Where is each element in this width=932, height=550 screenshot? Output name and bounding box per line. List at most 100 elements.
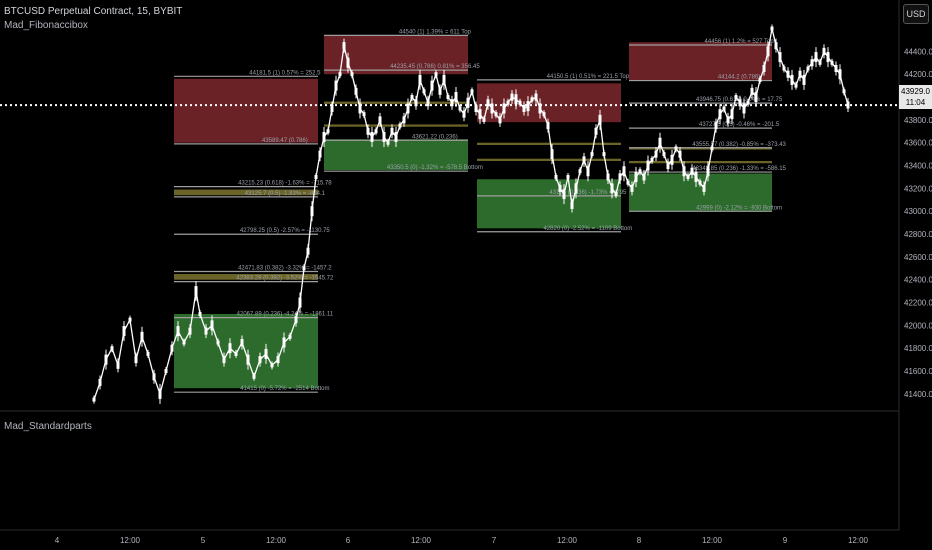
candle-body <box>818 60 822 65</box>
fib-mid-band <box>477 142 621 145</box>
y-tick-label: 42200.0 <box>904 299 932 308</box>
candle-body <box>610 183 614 194</box>
candle-body <box>330 104 334 112</box>
candle-body <box>490 103 494 114</box>
fib-mid-band <box>174 274 318 280</box>
candle-body <box>678 150 682 158</box>
last-price-value: 43929.0 <box>901 87 930 96</box>
candle-body <box>714 122 718 130</box>
candle-body <box>846 101 850 109</box>
fib-level-label: 43727.5 (0.5) -0.46% = -201.5 <box>699 122 780 128</box>
candle-body <box>434 72 438 77</box>
fib-level-label: 42999 (0) -2.12% = -930 Bottom <box>696 205 782 211</box>
candle-body <box>626 180 630 185</box>
fib-mid-band <box>174 189 318 196</box>
candle-body <box>228 343 232 354</box>
fib-mid-band <box>324 124 468 127</box>
candle-body <box>282 337 286 348</box>
fib-level-label: 42820 (0) -2.52% = -1109 Bottom <box>543 226 632 232</box>
candle-body <box>630 184 634 192</box>
x-tick-label: 12:00 <box>848 536 869 545</box>
candle-body <box>366 127 370 135</box>
candle-body <box>694 171 698 182</box>
candle-body <box>758 77 762 82</box>
candle-body <box>806 66 810 71</box>
fib-level-label: 43621.22 (0.236) <box>412 134 458 140</box>
y-tick-label: 43800.0 <box>904 116 932 125</box>
candle-body <box>450 99 454 107</box>
candle-body <box>614 192 618 197</box>
candle-body <box>152 373 156 381</box>
candle-body <box>140 331 144 342</box>
candle-body <box>418 74 422 85</box>
candle-body <box>634 171 638 182</box>
candle-body <box>314 174 318 179</box>
y-tick-label: 43200.0 <box>904 184 932 193</box>
candle-body <box>240 339 244 346</box>
fib-level-label: 44144.2 (0.786) <box>718 75 760 81</box>
candle-body <box>116 361 120 369</box>
candle-body <box>654 150 658 158</box>
candle-body <box>538 103 542 114</box>
candle-body <box>810 59 814 67</box>
candle-body <box>666 162 670 170</box>
candle-body <box>646 160 650 171</box>
candle-body <box>842 89 846 94</box>
candle-body <box>358 103 362 114</box>
y-tick-label: 42400.0 <box>904 276 932 285</box>
candle-body <box>834 65 838 72</box>
candle-body <box>706 166 710 177</box>
candle-body <box>338 72 342 77</box>
candle-body <box>838 69 842 80</box>
candle-body <box>594 127 598 135</box>
candle-body <box>502 103 506 114</box>
candle-body <box>662 152 666 157</box>
x-tick-label: 12:00 <box>266 536 287 545</box>
y-tick-label: 42600.0 <box>904 253 932 262</box>
candle-body <box>506 100 510 105</box>
candle-body <box>498 116 502 124</box>
x-tick-label: 4 <box>55 536 60 545</box>
candle-body <box>790 74 794 85</box>
candle-body <box>598 114 602 125</box>
fib-level-label: 43350.5 (0) -1.32% = -578.5 Bottom <box>387 165 483 171</box>
candle-body <box>98 378 102 386</box>
symbol-title[interactable]: BTCUSD Perpetual Contract, 15, BYBIT <box>4 6 183 17</box>
candle-body <box>342 42 346 50</box>
candle-body <box>122 326 126 337</box>
candle-body <box>562 189 566 200</box>
indicator-label[interactable]: Mad_Fibonaccibox <box>4 20 88 31</box>
y-tick-label: 41400.0 <box>904 390 932 399</box>
fib-mid-band <box>629 160 772 164</box>
candle-body <box>766 46 770 57</box>
candle-body <box>722 106 726 111</box>
candle-body <box>204 327 208 335</box>
candle-body <box>346 57 350 68</box>
candle-body <box>658 137 662 148</box>
fib-level-label: 43555.57 (0.382) -0.85% = -373.43 <box>692 142 786 148</box>
candle-body <box>486 99 490 107</box>
candle-body <box>782 66 786 71</box>
candle-body <box>410 95 414 100</box>
candle-body <box>482 117 486 122</box>
candle-body <box>128 317 132 322</box>
candle-body <box>814 52 818 63</box>
lower-indicator-label[interactable]: Mad_Standardparts <box>4 421 92 432</box>
currency-button[interactable]: USD <box>903 4 929 24</box>
candle-body <box>354 87 358 95</box>
candle-body <box>754 92 758 103</box>
candle-body <box>326 129 330 134</box>
y-tick-label: 41600.0 <box>904 367 932 376</box>
candle-body <box>550 149 554 160</box>
fib-level-label: 44150.5 (1) 0.51% = 221.5 Top <box>547 74 630 80</box>
candle-body <box>702 184 706 192</box>
fib-level-label: 43134 (0.236) -1.73% = -795 <box>549 190 627 196</box>
candle-body <box>530 97 534 102</box>
candle-body <box>222 356 226 364</box>
fib-level-label: 41415 (0) -5.72% = -2514 Bottom <box>240 386 329 392</box>
candle-body <box>334 80 338 91</box>
x-tick-label: 7 <box>492 536 497 545</box>
candle-body <box>430 80 434 91</box>
